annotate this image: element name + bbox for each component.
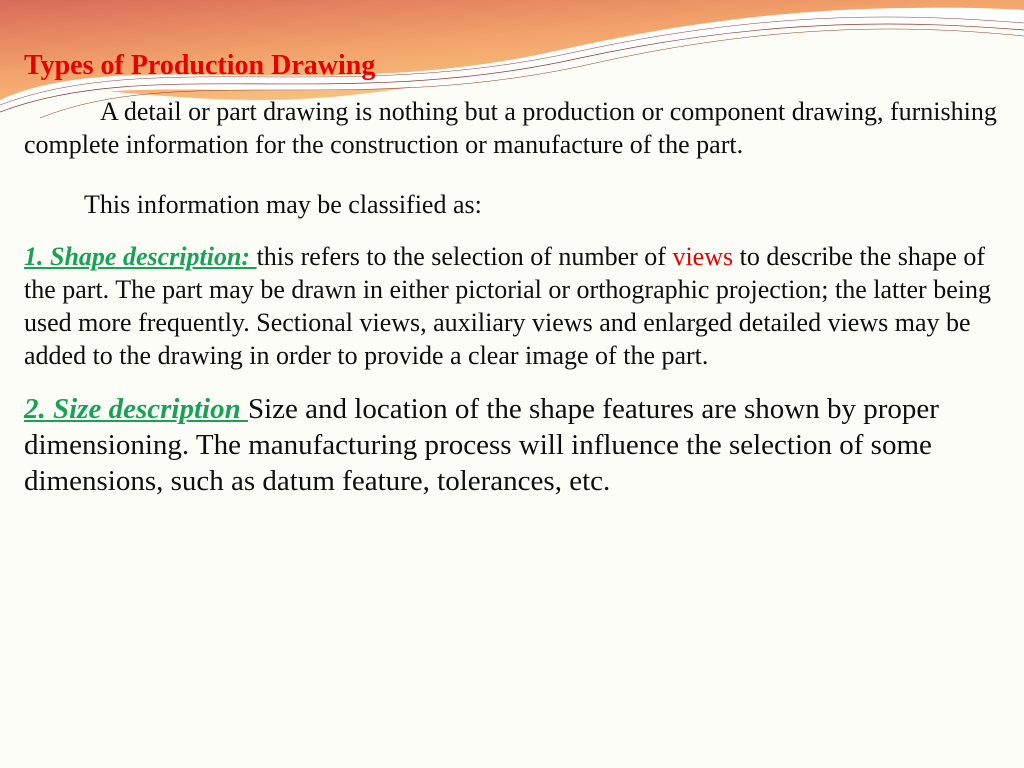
item-2-head: 2. Size description (24, 393, 248, 425)
item-2: 2. Size description Size and location of… (24, 391, 1000, 500)
intro-paragraph: A detail or part drawing is nothing but … (24, 96, 1000, 161)
item-1-pre: this refers to the selection of number o… (257, 242, 673, 271)
slide-content: Types of Production Drawing A detail or … (0, 0, 1024, 523)
item-1-head: 1. Shape description: (24, 242, 257, 271)
item-1-keyword: views (672, 242, 733, 271)
item-1: 1. Shape description: this refers to the… (24, 240, 1000, 373)
lead-line: This information may be classified as: (24, 189, 1000, 222)
slide-title: Types of Production Drawing (24, 50, 1000, 82)
